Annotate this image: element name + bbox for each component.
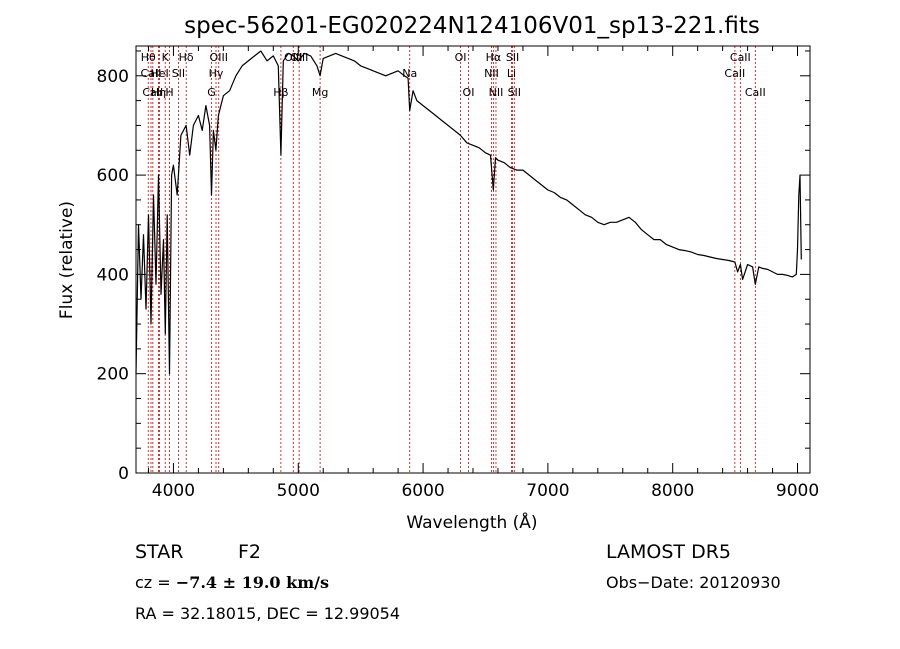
spectral-line-label: SII	[172, 67, 185, 80]
y-tick-label: 600	[97, 166, 129, 186]
spectral-line-label: CaII	[730, 51, 751, 64]
spectral-line-label: CaII	[745, 86, 766, 99]
spectral-line-label: NII	[484, 67, 499, 80]
spectral-line-label: CaII	[142, 86, 163, 99]
x-tick-label: 4000	[152, 481, 195, 501]
spectral-line-label: OIII	[210, 51, 228, 64]
spectral-line-label: H	[165, 86, 173, 99]
y-tick-label: 0	[118, 464, 129, 484]
x-axis-label: Wavelength (Å)	[406, 511, 537, 533]
spectral-line-label: G	[207, 86, 216, 99]
y-axis-label: Flux (relative)	[57, 201, 77, 319]
spectrum-series-line	[135, 50, 802, 375]
y-tick-label: 800	[97, 67, 129, 87]
spectral-line-label: Hη	[151, 86, 166, 99]
x-tick-label: 7000	[526, 481, 569, 501]
x-tick-label: 9000	[776, 481, 819, 501]
x-tick-label: 6000	[401, 481, 444, 501]
chart-title: spec-56201-EG020224N124106V01_sp13-221.f…	[184, 13, 760, 39]
spectral-line-label: SII	[506, 51, 519, 64]
x-tick-label: 5000	[277, 481, 320, 501]
spectrum-plot	[135, 50, 802, 375]
y-tick-label: 400	[97, 265, 129, 285]
spectral-line-label: Hδ	[179, 51, 194, 64]
spectral-line-label: Hβ	[273, 86, 288, 99]
spectral-line-label: NII	[489, 86, 504, 99]
object-subclass: F2	[238, 541, 261, 563]
spectral-line-label: HeI	[150, 67, 168, 80]
spectral-line-label: CaII	[141, 67, 162, 80]
coordinates: RA = 32.18015, DEC = 12.99054	[135, 604, 400, 623]
spectral-line-label: K	[162, 51, 170, 64]
survey-name: LAMOST DR5	[606, 541, 731, 563]
spectral-line-label: SII	[508, 86, 521, 99]
spectral-line-label: Hγ	[209, 67, 224, 80]
observation-date: Obs−Date: 20120930	[606, 573, 781, 592]
plot-frame	[135, 45, 811, 474]
y-tick-label: 200	[97, 365, 129, 385]
y-axis-ticks: 0 200 400 600 800	[97, 50, 810, 484]
spectral-line-label: OI	[463, 86, 475, 99]
spectral-line-label: Hα	[486, 51, 502, 64]
spectral-line-label: CaII	[724, 67, 745, 80]
spectral-line-label: Na	[402, 67, 417, 80]
spectral-line-label: OIII	[290, 51, 308, 64]
spectral-line-label: Li	[507, 67, 516, 80]
x-axis-ticks: 4000 5000 6000 7000 8000 9000	[147, 46, 819, 501]
x-tick-label: 8000	[651, 481, 694, 501]
spectral-line-markers	[147, 46, 756, 473]
spectral-line-label: Hθ	[141, 51, 156, 64]
object-class: STAR	[135, 541, 183, 563]
spectral-line-label: OI	[455, 51, 467, 64]
spectral-line-label: Mg	[312, 86, 328, 99]
redshift-readout: cz = −7.4 ± 19.0 km/s	[135, 573, 329, 592]
